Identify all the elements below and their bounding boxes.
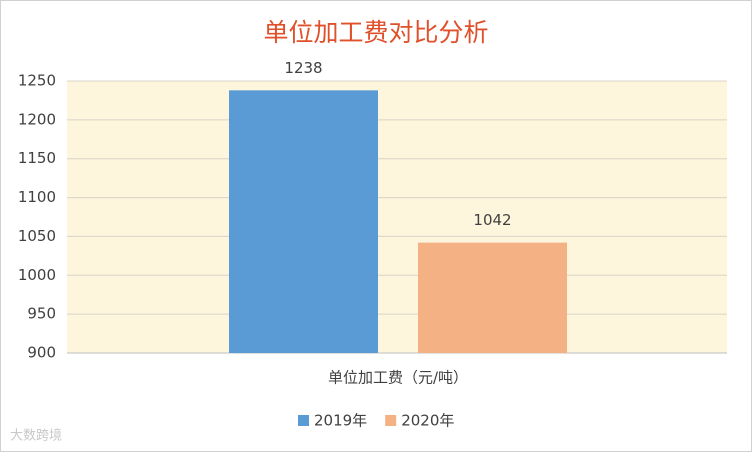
y-tick-label: 1000 xyxy=(18,266,56,284)
y-tick-label: 900 xyxy=(27,344,56,362)
y-tick-label: 1200 xyxy=(18,110,56,128)
chart-title: 单位加工费对比分析 xyxy=(263,18,488,47)
legend-label: 2020年 xyxy=(401,412,454,430)
legend-label: 2019年 xyxy=(314,412,367,430)
bar xyxy=(229,90,378,353)
y-tick-label: 1250 xyxy=(18,72,56,90)
plot-area xyxy=(67,81,727,353)
y-tick-label: 1100 xyxy=(18,188,56,206)
data-label: 1238 xyxy=(284,59,322,77)
y-tick-label: 1150 xyxy=(18,149,56,167)
data-label: 1042 xyxy=(473,211,511,229)
legend-swatch xyxy=(385,415,397,426)
bar xyxy=(418,242,567,353)
watermark: 大数跨境 xyxy=(10,429,62,444)
y-tick-label: 950 xyxy=(27,305,56,323)
legend-swatch xyxy=(298,415,309,426)
y-tick-label: 1050 xyxy=(18,227,56,245)
x-tick-label: 单位加工费（元/吨） xyxy=(328,369,468,387)
